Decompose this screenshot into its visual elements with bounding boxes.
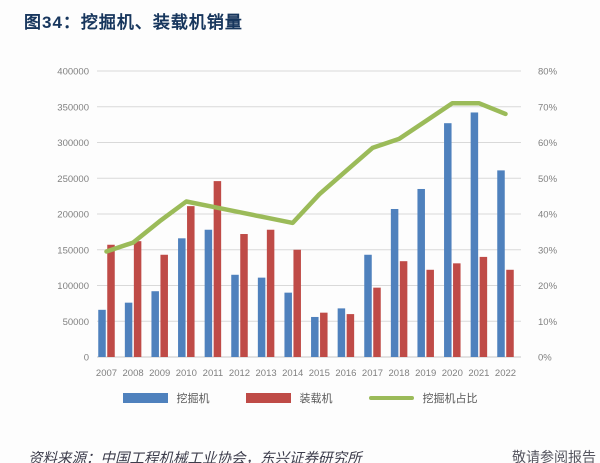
excavator-bar-2013 [257,277,266,357]
x-axis-tick-label: 2019 [415,368,436,379]
loader-bar-2007 [107,244,115,357]
left-axis-tick-label: 150000 [57,245,89,256]
x-axis-tick-label: 2018 [389,368,410,379]
excavator-bar-2007 [98,309,106,357]
loader-bar-2018 [399,261,408,357]
excavator-bar-2012 [231,274,239,357]
loader-bar-2014 [293,249,301,357]
x-axis-tick-label: 2014 [282,368,303,379]
loader-bar-2021 [479,256,488,357]
footer-right-fragment: 敬请参阅报告 [512,451,596,463]
excavator-bar-2009 [151,291,159,357]
excavator-bar-2008 [124,302,133,357]
left-axis-tick-label: 250000 [57,174,89,185]
loader-bar-2011 [213,181,222,357]
loader-bar-2016 [346,314,355,357]
excavator-bar-2016 [337,308,346,357]
excavator-bar-2021 [470,112,479,357]
x-axis-tick-label: 2008 [123,368,144,379]
x-axis-tick-label: 2009 [149,368,170,379]
legend-item-loader: 装载机 [245,390,333,406]
chart-legend: 挖掘机 装载机 挖掘机占比 [0,390,600,406]
x-axis-tick-label: 2010 [176,368,197,379]
right-axis-tick-label: 0% [538,353,552,364]
excavator-bar-2014 [284,292,292,357]
x-axis-tick-label: 2013 [256,368,277,379]
loader-bar-2013 [266,229,275,357]
left-axis-tick-label: 50000 [63,317,89,328]
right-axis-tick-label: 30% [538,245,558,256]
loader-bar-2019 [426,269,434,357]
legend-label: 装载机 [299,393,333,405]
loader-bar-2012 [240,234,248,357]
left-axis-tick-label: 0 [84,353,89,364]
legend-label: 挖掘机 [176,393,210,405]
legend-label: 挖掘机占比 [422,393,478,405]
excavator-bar-2018 [390,208,399,357]
excavator-share-line [104,100,508,254]
sales-chart: 400000 80% 350000 70% 300000 60% 250000 50% 2000… [57,67,558,380]
excavator-bar-2020 [444,123,452,357]
excavator-bar-2019 [417,188,425,357]
loader-bar-2020 [453,263,461,357]
legend-item-excavator: 挖掘机 [122,390,210,406]
left-axis-tick-label: 300000 [57,138,89,149]
right-axis-tick-label: 10% [538,317,558,328]
loader-bar-2017 [373,287,381,357]
loader-bar-2015 [320,312,328,357]
legend-line-swatch [368,396,414,400]
x-axis-tick-label: 2017 [362,368,383,379]
x-axis-tick-label: 2015 [309,368,330,379]
excavator-bar-2010 [178,238,186,357]
right-axis-tick-label: 60% [538,138,558,149]
right-axis-tick-label: 20% [538,281,558,292]
right-axis-tick-label: 40% [538,210,558,221]
chart-title: 图34：挖掘机、装载机销量 [24,13,243,32]
x-axis-tick-label: 2021 [468,368,489,379]
x-axis-tick-label: 2016 [335,368,356,379]
loader-bar-2010 [187,206,195,357]
right-axis-tick-label: 80% [538,67,558,78]
excavator-bar-2015 [311,316,319,357]
x-axis-tick-label: 2011 [203,368,223,379]
legend-bar-swatch [245,393,291,403]
left-axis-tick-label: 100000 [57,281,89,292]
excavator-bar-2022 [497,170,505,357]
x-axis-tick-label: 2020 [442,368,463,379]
right-axis-tick-label: 70% [538,102,558,113]
left-axis-tick-label: 350000 [57,102,89,113]
x-axis-tick-label: 2012 [229,368,250,379]
right-axis-tick-label: 50% [538,174,558,185]
legend-item-ratio: 挖掘机占比 [368,390,478,406]
left-axis-tick-label: 200000 [57,210,89,221]
excavator-bar-2017 [364,254,372,357]
loader-bar-2022 [506,269,514,357]
excavator-bar-2011 [204,229,213,357]
loader-bar-2008 [133,241,142,357]
loader-bar-2009 [160,254,168,357]
x-axis-tick-label: 2022 [495,368,516,379]
left-axis-tick-label: 400000 [57,67,89,78]
x-axis-tick-label: 2007 [96,368,117,379]
legend-bar-swatch [122,393,168,403]
source-note: 资料来源：中国工程机械工业协会，东兴证券研究所 [28,451,362,463]
